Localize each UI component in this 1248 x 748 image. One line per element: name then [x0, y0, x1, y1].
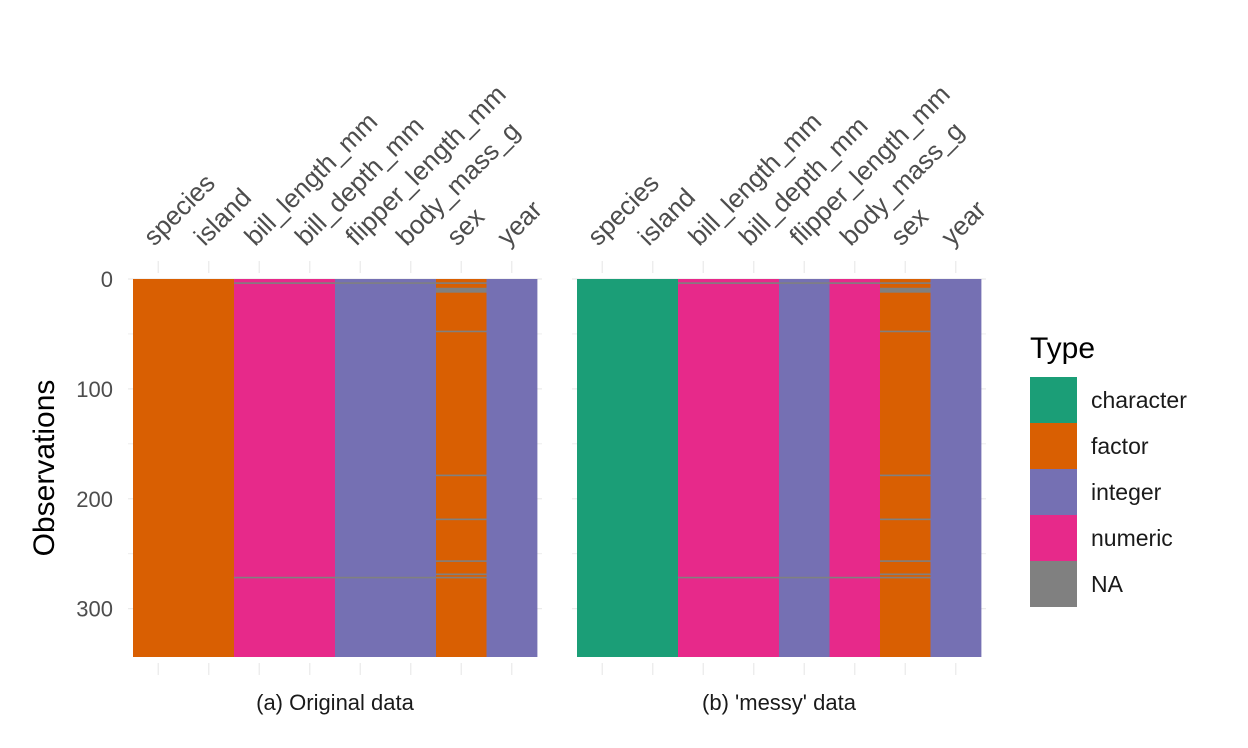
na-cell	[335, 282, 386, 284]
y-tick-label: 0	[101, 267, 113, 292]
na-cell	[829, 576, 881, 579]
panel-title: (a) Original data	[256, 690, 415, 715]
column-bill-depth-mm	[728, 279, 780, 657]
na-cell	[284, 282, 336, 284]
na-cell	[880, 291, 931, 293]
column-body-mass-g	[385, 279, 437, 657]
legend-swatch-factor	[1030, 423, 1077, 469]
legend-swatch-numeric	[1030, 515, 1077, 561]
y-tick-label: 300	[76, 597, 113, 622]
legend-label-character: character	[1091, 387, 1187, 413]
legend-swatch-character	[1030, 377, 1077, 423]
column-sex	[880, 279, 931, 657]
na-cell	[436, 474, 487, 477]
na-cell	[234, 282, 285, 284]
column-body-mass-g	[829, 279, 881, 657]
legend: Type character factor integer numeric NA	[1030, 332, 1187, 607]
y-tick-label: 100	[76, 377, 113, 402]
y-axis-title: Observations	[28, 380, 61, 557]
na-cell	[880, 282, 931, 284]
legend-title: Type	[1030, 332, 1095, 365]
na-cell	[436, 330, 487, 333]
legend-swatch-integer	[1030, 469, 1077, 515]
legend-label-na: NA	[1091, 571, 1124, 597]
column-sex	[436, 279, 487, 657]
na-cell	[880, 287, 931, 290]
legend-label-numeric: numeric	[1091, 525, 1173, 551]
column-species	[133, 279, 184, 657]
na-cell	[678, 576, 729, 579]
column-label-year: year	[491, 194, 548, 251]
column-island	[183, 279, 235, 657]
na-cell	[436, 560, 487, 562]
na-cell	[880, 330, 931, 333]
na-cell	[880, 576, 931, 579]
na-cell	[335, 576, 386, 579]
panel-title: (b) 'messy' data	[702, 690, 857, 715]
na-cell	[436, 288, 487, 291]
legend-label-factor: factor	[1091, 433, 1149, 459]
panels: 0 100 200 300 speciesislandbill_length_mmbil…	[76, 79, 992, 715]
column-bill-depth-mm	[284, 279, 336, 657]
na-cell	[385, 282, 437, 284]
na-cell	[829, 282, 881, 284]
na-cell	[436, 287, 487, 290]
column-bill-length-mm	[234, 279, 285, 657]
na-cell	[779, 282, 830, 284]
na-cell	[436, 289, 487, 292]
na-cell	[728, 576, 780, 579]
column-flipper-length-mm	[779, 279, 830, 657]
na-cell	[284, 576, 336, 579]
na-cell	[385, 576, 437, 579]
na-cell	[436, 573, 487, 576]
column-species	[577, 279, 628, 657]
panel-original: speciesislandbill_length_mmbill_depth_mm…	[128, 79, 548, 715]
column-bill-length-mm	[678, 279, 729, 657]
y-tick-label: 200	[76, 487, 113, 512]
legend-label-integer: integer	[1091, 479, 1162, 505]
column-label-year: year	[935, 194, 992, 251]
legend-swatch-na	[1030, 561, 1077, 607]
na-cell	[880, 474, 931, 477]
na-cell	[436, 291, 487, 293]
column-year	[486, 279, 538, 657]
na-cell	[436, 576, 487, 579]
na-cell	[880, 518, 931, 521]
na-cell	[880, 560, 931, 562]
na-cell	[779, 576, 830, 579]
na-cell	[880, 573, 931, 576]
column-island	[627, 279, 679, 657]
na-cell	[880, 288, 931, 291]
panel-messy: speciesislandbill_length_mmbill_depth_mm…	[572, 79, 992, 715]
na-cell	[234, 576, 285, 579]
column-flipper-length-mm	[335, 279, 386, 657]
column-year	[930, 279, 982, 657]
na-cell	[880, 289, 931, 292]
na-cell	[436, 518, 487, 521]
na-cell	[678, 282, 729, 284]
na-cell	[728, 282, 780, 284]
na-cell	[436, 282, 487, 284]
